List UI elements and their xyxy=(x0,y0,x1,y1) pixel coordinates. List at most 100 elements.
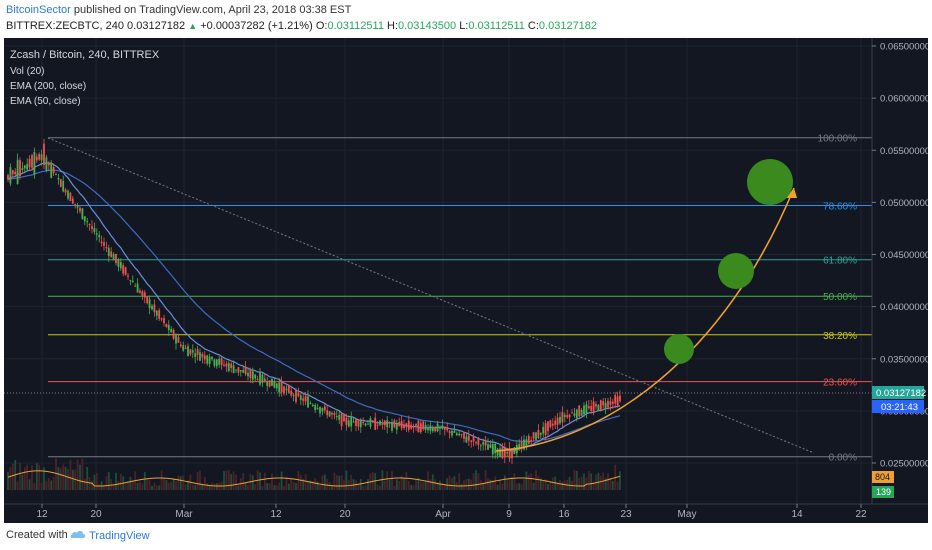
candle-body xyxy=(316,408,319,410)
volume-bar xyxy=(11,463,14,490)
volume-bar xyxy=(583,473,585,490)
volume-bar xyxy=(158,485,161,490)
candle-body xyxy=(122,264,125,274)
volume-bar xyxy=(393,485,396,490)
price-chart[interactable]: 100.00% 78.60% 61.80% 50.00% 38.20% 23.60% 0.0… xyxy=(4,38,930,523)
time-tick-label: May xyxy=(678,509,697,520)
candle-body xyxy=(95,233,98,235)
candle-body xyxy=(602,401,605,406)
volume-bar xyxy=(182,475,185,490)
tradingview-logo[interactable]: TradingView xyxy=(70,529,150,542)
chart-header: BitcoinSector published on TradingView.c… xyxy=(0,0,932,38)
volume-bar xyxy=(93,474,96,490)
volume-bar xyxy=(460,483,463,490)
volume-bar xyxy=(297,471,300,490)
volume-bar xyxy=(381,470,384,490)
candle-body xyxy=(254,374,257,379)
volume-bar xyxy=(287,483,290,490)
volume-bar xyxy=(597,472,600,490)
time-axis[interactable]: 12 20 Mar 12 20 Apr 9 16 23 May 14 22 xyxy=(36,504,867,520)
candle-body xyxy=(607,400,609,408)
volume-bar xyxy=(427,471,429,490)
candle-body xyxy=(619,395,621,402)
candle-body xyxy=(599,400,602,411)
volume-bar xyxy=(405,471,408,490)
author-link[interactable]: BitcoinSector xyxy=(6,4,71,16)
volume-bar xyxy=(88,476,91,490)
candle-body xyxy=(199,352,201,361)
volume-bar xyxy=(367,479,369,490)
volume-bar xyxy=(273,485,276,490)
volume-bar xyxy=(50,480,53,490)
volume-bar xyxy=(518,483,521,490)
candle-body xyxy=(518,444,521,450)
candle-body xyxy=(429,425,432,431)
candle-body xyxy=(539,432,542,435)
candle-body xyxy=(225,363,228,367)
projection-arrowhead xyxy=(786,188,797,198)
publish-line: BitcoinSector published on TradingView.c… xyxy=(6,4,351,16)
candle-body xyxy=(355,419,357,426)
candlesticks xyxy=(7,138,621,464)
volume-bar xyxy=(515,483,518,490)
candle-body xyxy=(115,253,117,264)
volume-bar xyxy=(412,485,415,490)
candle-body xyxy=(211,356,213,360)
candle-body xyxy=(520,441,523,447)
volume-bar xyxy=(359,478,362,490)
price-tick-label: 0.06500000 xyxy=(880,42,928,53)
time-tick-label: 14 xyxy=(791,509,803,520)
candle-body xyxy=(547,421,549,432)
volume-bar xyxy=(136,482,139,490)
candle-body xyxy=(388,422,391,424)
candle-body xyxy=(76,205,79,208)
candle-body xyxy=(64,189,67,193)
candle-body xyxy=(496,448,499,456)
candle-body xyxy=(359,420,362,428)
volume-bar xyxy=(9,467,12,490)
candle-body xyxy=(374,417,377,430)
volume-bar xyxy=(215,483,218,490)
candle-body xyxy=(592,401,595,412)
candle-body xyxy=(261,374,264,383)
candle-body xyxy=(532,432,535,439)
volume-bar xyxy=(227,470,230,490)
current-price-tag: 0.03127182 xyxy=(872,386,926,399)
candle-body xyxy=(499,448,501,458)
candle-body xyxy=(179,344,182,347)
candle-body xyxy=(419,423,422,433)
candle-body xyxy=(43,143,45,165)
volume-bar xyxy=(388,479,391,490)
candle-body xyxy=(57,177,60,180)
fib-level-label: 38.20% xyxy=(823,331,857,342)
candle-body xyxy=(489,444,492,448)
volume-bar xyxy=(31,465,33,490)
volume-bar xyxy=(105,476,108,490)
volume-bar xyxy=(35,463,38,490)
volume-bar xyxy=(275,485,278,490)
candle-body xyxy=(503,447,506,458)
published-text: published on TradingView.com, April 23, … xyxy=(73,4,352,16)
candle-body xyxy=(285,388,288,391)
candle-body xyxy=(508,448,511,459)
volume-bar xyxy=(191,484,194,490)
candle-body xyxy=(551,423,554,426)
time-tick-label: 12 xyxy=(36,509,48,520)
fib-level-label: 0.00% xyxy=(829,453,857,464)
candle-body xyxy=(395,423,398,430)
volume-bar xyxy=(62,464,65,490)
volume-bar xyxy=(465,478,468,490)
volume-bar xyxy=(321,475,324,490)
candle-body xyxy=(215,359,218,367)
candle-body xyxy=(50,162,53,178)
candle-body xyxy=(614,394,617,404)
candle-body xyxy=(386,420,389,428)
tradingview-cloud-icon xyxy=(70,529,86,542)
chart-panel[interactable]: 100.00% 78.60% 61.80% 50.00% 38.20% 23.60% 0.0… xyxy=(4,38,930,523)
volume-bar xyxy=(496,484,499,490)
volume-bar xyxy=(199,470,201,490)
candle-body xyxy=(383,420,386,426)
volume-bar xyxy=(196,471,199,490)
candle-body xyxy=(571,412,573,414)
volume-bar xyxy=(508,477,511,490)
